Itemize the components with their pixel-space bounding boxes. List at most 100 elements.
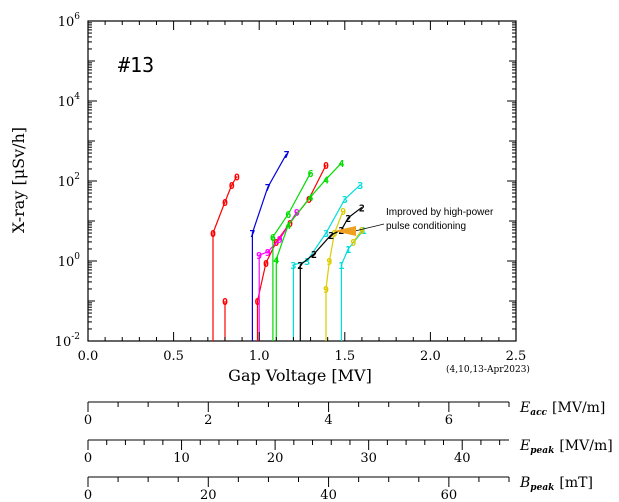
data-point-label: 6 [308,169,314,180]
y-axis-label: X-ray [μSv/h] [9,127,28,233]
data-point-label: 3 [304,257,310,268]
data-point-label: 9 [277,235,283,246]
data-point-label: 1 [361,226,367,237]
data-point-label: 1 [345,245,351,256]
data-point-label: 9 [359,226,365,237]
data-point-label: 4 [285,221,291,232]
run-label: #13 [118,53,154,77]
axis-tick-label: 2 [204,413,212,428]
data-point-label: 9 [326,257,332,268]
secondary-axis-E_peak: 0 10 20 30 40 Epeak [MV/m] [84,438,613,466]
data-point-label: 9 [332,229,338,240]
axis-tick-label: 30 [360,451,377,466]
series-0: 0 0 0 0 [210,172,240,341]
data-point-label: 0 [222,297,228,308]
x-tick-label: 0.0 [78,349,99,364]
y-tick-label: 102 [58,172,80,190]
series-line [212,176,238,341]
secondary-axes: 0 2 4 6 Eacc [MV/m] 0 10 20 30 40 Epeak [MV/m] 0 20 40 6… [84,400,613,502]
data-point-label: 2 [297,261,303,272]
secondary-axis-E_acc: 0 2 4 6 Eacc [MV/m] [84,400,606,428]
annotation-arrow [334,226,356,236]
data-point-label: 0 [287,219,293,230]
annotation-line-1: Improved by high-power [386,207,494,218]
axis-tick-label: 20 [200,488,217,502]
x-axis-label: Gap Voltage [MV] [228,366,372,385]
data-point-label: 1 [338,261,344,272]
data-point-label: 3 [357,181,363,192]
data-point-label: 6 [270,233,276,244]
x-tick-label: 1.5 [334,349,355,364]
data-point-label: 3 [290,261,296,272]
data-point-label: 0 [234,172,240,183]
series-5: 6 6 6 [270,169,314,341]
axis-tick-label: 20 [267,451,284,466]
x-tick-label: 2.5 [506,349,527,364]
data-point-label: 3 [323,229,329,240]
series-line [292,184,361,341]
series-2: 7 7 7 [249,150,290,341]
annotation: Improved by high-power pulse conditionin… [334,207,494,236]
data-point-label: 4 [338,159,344,170]
axis-tick-label: 0 [84,451,92,466]
data-point-label: 0 [306,195,312,206]
series-10: 99 [350,226,365,249]
axis-tick-label: 10 [173,451,190,466]
data-point-label: 9 [256,251,262,262]
data-point-label: 2 [345,214,351,225]
data-point-label: 3 [342,195,348,206]
data-point-label: 4 [273,255,279,266]
data-point-label: 9 [340,207,346,218]
data-point-label: 0 [222,198,228,209]
data-point-label: 0 [263,259,269,270]
series-8: 111 [338,226,367,341]
axis-tick-label: 40 [454,451,471,466]
secondary-axis-B_peak: 0 20 40 60 Bpeak [mT] [84,475,593,502]
axis-tick-label: 4 [324,413,332,428]
data-point-label: 2 [311,250,317,261]
x-tick-label: 2.0 [420,349,441,364]
data-point-label: 7 [284,150,290,161]
data-point-label: 6 [285,210,291,221]
secondary-axis-label: Bpeak [mT] [519,475,593,493]
annotation-line-2: pulse conditioning [386,221,466,232]
data-point-label: 9 [323,285,329,296]
secondary-axis-label: Eacc [MV/m] [519,400,605,418]
data-point-label: 0 [323,161,329,172]
axis-tick-label: 0 [84,488,92,502]
axis-tick-label: 60 [441,488,458,502]
x-tick-label: 0.5 [163,349,184,364]
series-line [299,206,363,341]
axis-tick-label: 6 [445,413,453,428]
series-line [325,210,344,341]
secondary-axis-label: Epeak [MV/m] [519,438,613,456]
data-point-label: 7 [265,183,271,194]
data-point-label: 9 [265,248,271,259]
data-point-label: 0 [254,297,260,308]
y-tick-label: 106 [58,12,81,30]
annotation-leader [354,223,385,232]
data-point-label: 0 [210,229,216,240]
x-tick-label: 1.0 [249,349,270,364]
y-tick-label: 104 [58,92,81,110]
data-point-label: 4 [323,175,329,186]
date-label: (4,10,13-Apr2023) [446,364,530,375]
series-line [352,229,363,243]
y-tick-label: 100 [58,252,81,270]
series-line [258,211,298,341]
axis-tick-label: 40 [320,488,337,502]
axis-tick-label: 0 [84,413,92,428]
series-line [251,153,288,341]
series-line [272,172,312,341]
data-point-label: 4 [308,193,314,204]
series-line [340,229,365,341]
y-tick-label: 10-2 [55,332,80,350]
data-point-label: 7 [249,229,255,240]
series-1: 0 [222,297,228,341]
